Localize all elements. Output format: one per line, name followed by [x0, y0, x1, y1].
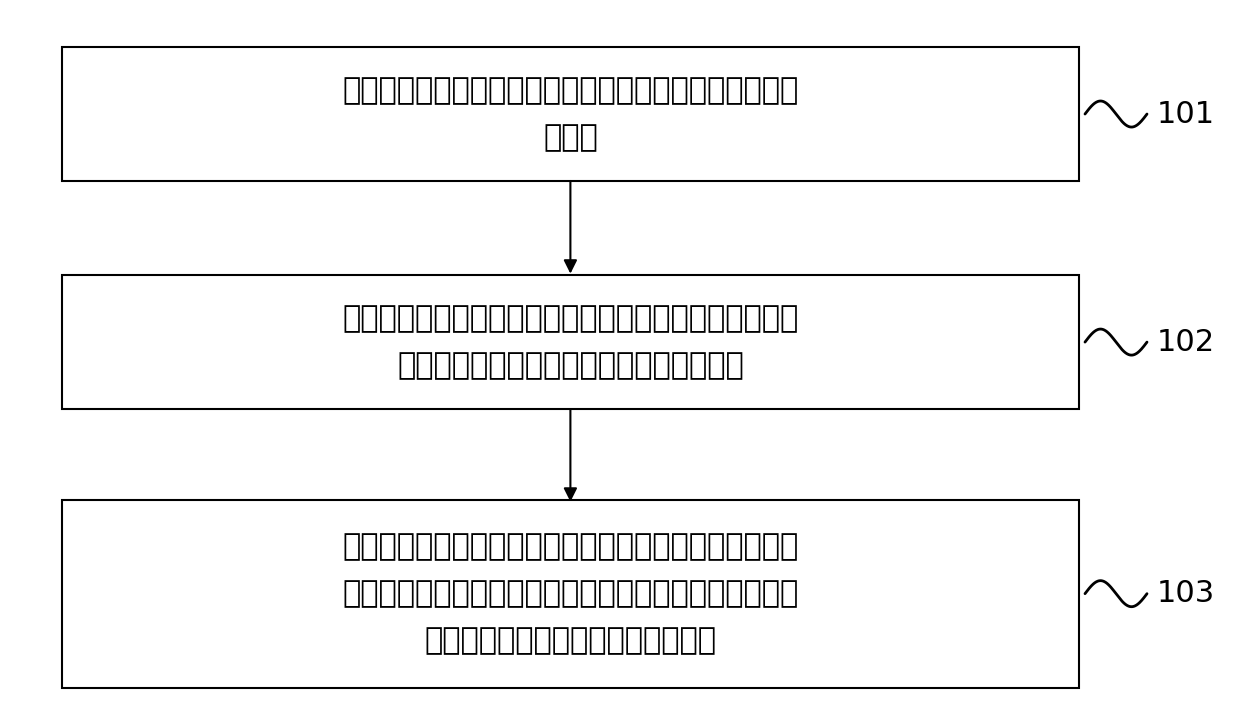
- FancyBboxPatch shape: [62, 275, 1079, 409]
- Text: 若确定在当前检测周期内发生故障，则确定最大信息素对
应的路径为发生故障的路径，并确定最大信息素对应的路
径中发生信号跳变的部件为故障部件: 若确定在当前检测周期内发生故障，则确定最大信息素对 应的路径为发生故障的路径，并…: [342, 532, 799, 655]
- FancyBboxPatch shape: [62, 47, 1079, 181]
- Text: 103: 103: [1157, 579, 1215, 608]
- Text: 根据当前检测周期内的蚁群算法拓扑结构中每条路径发生
信号跳变的次数确定每条路径的信息素大小: 根据当前检测周期内的蚁群算法拓扑结构中每条路径发生 信号跳变的次数确定每条路径的…: [342, 304, 799, 380]
- FancyBboxPatch shape: [62, 500, 1079, 688]
- Text: 根据系统的电气拓扑结构及信号关联关系生成蚁群算法拓
扑结构: 根据系统的电气拓扑结构及信号关联关系生成蚁群算法拓 扑结构: [342, 76, 799, 152]
- Text: 101: 101: [1157, 99, 1215, 129]
- Text: 102: 102: [1157, 327, 1215, 357]
